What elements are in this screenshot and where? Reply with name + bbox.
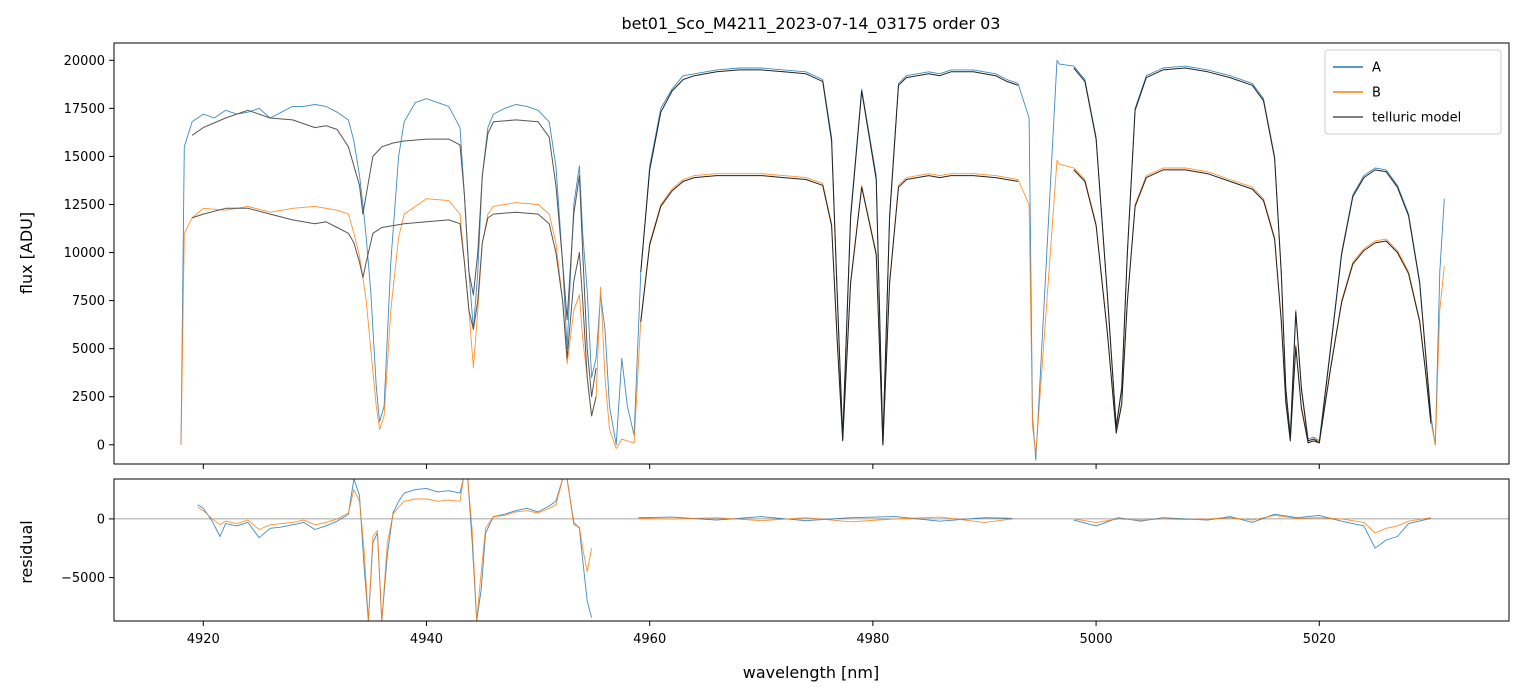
telluric-fit-line-a-right xyxy=(1073,67,1432,444)
x-tick-label: 4960 xyxy=(633,632,666,647)
flux-y-tick-label: 12500 xyxy=(64,198,105,213)
residual-b-line xyxy=(1073,514,1431,534)
telluric-fit-line-b-mid xyxy=(640,175,1019,446)
residual-a-line xyxy=(1073,513,1432,549)
x-tick-label: 4920 xyxy=(187,632,220,647)
flux-y-tick-label: 10000 xyxy=(64,246,105,261)
flux-x-ticks xyxy=(202,464,1320,469)
residual-y-tick-label: −5000 xyxy=(61,571,105,586)
residual-y-axis-label: residual xyxy=(17,520,36,583)
flux-y-ticks: 0 2500 5000 7500 10000 12500 15000 17500 20000 xyxy=(64,54,114,453)
telluric-model-line-b xyxy=(191,207,597,417)
flux-y-tick-label: 20000 xyxy=(64,54,105,69)
residual-panel: −5000 0 4920 4940 4960 4980 5000 5020 xyxy=(61,478,1510,647)
flux-y-tick-label: 5000 xyxy=(72,342,105,357)
residual-a-line xyxy=(197,478,593,622)
flux-series-group xyxy=(180,59,1445,461)
flux-panel-frame xyxy=(113,42,1510,465)
residual-panel-frame xyxy=(113,478,1510,622)
flux-y-tick-label: 7500 xyxy=(72,294,105,309)
flux-panel: 0 2500 5000 7500 10000 12500 15000 17500 20000 A… xyxy=(64,42,1510,469)
telluric-fit-line-b-right xyxy=(1073,169,1432,444)
x-axis-label: wavelength [nm] xyxy=(743,663,880,682)
legend-label: B xyxy=(1372,86,1381,101)
residual-y-tick-label: 0 xyxy=(97,512,105,527)
x-tick-label: 5020 xyxy=(1303,632,1336,647)
x-tick-label: 4980 xyxy=(856,632,889,647)
flux-y-axis-label: flux [ADU] xyxy=(17,212,36,294)
flux-panel-background xyxy=(114,43,1509,464)
residual-b-line xyxy=(197,478,593,622)
x-tick-label: 5000 xyxy=(1080,632,1113,647)
telluric-model-line-a xyxy=(191,109,597,398)
flux-y-tick-label: 2500 xyxy=(72,390,105,405)
x-tick-label: 4940 xyxy=(410,632,443,647)
legend-label: A xyxy=(1372,61,1381,76)
legend-label: telluric model xyxy=(1372,111,1461,126)
flux-y-tick-label: 0 xyxy=(97,438,105,453)
residual-y-ticks: −5000 0 xyxy=(61,512,114,586)
flux-y-tick-label: 15000 xyxy=(64,150,105,165)
residual-panel-background xyxy=(114,479,1509,621)
flux-y-tick-label: 17500 xyxy=(64,102,105,117)
chart-title: bet01_Sco_M4211_2023-07-14_03175 order 0… xyxy=(622,14,1001,34)
residual-series-group xyxy=(197,478,1432,622)
residual-x-ticks: 4920 4940 4960 4980 5000 5020 xyxy=(187,621,1336,647)
residual-b-line xyxy=(638,516,1013,523)
legend-box xyxy=(1324,49,1502,135)
